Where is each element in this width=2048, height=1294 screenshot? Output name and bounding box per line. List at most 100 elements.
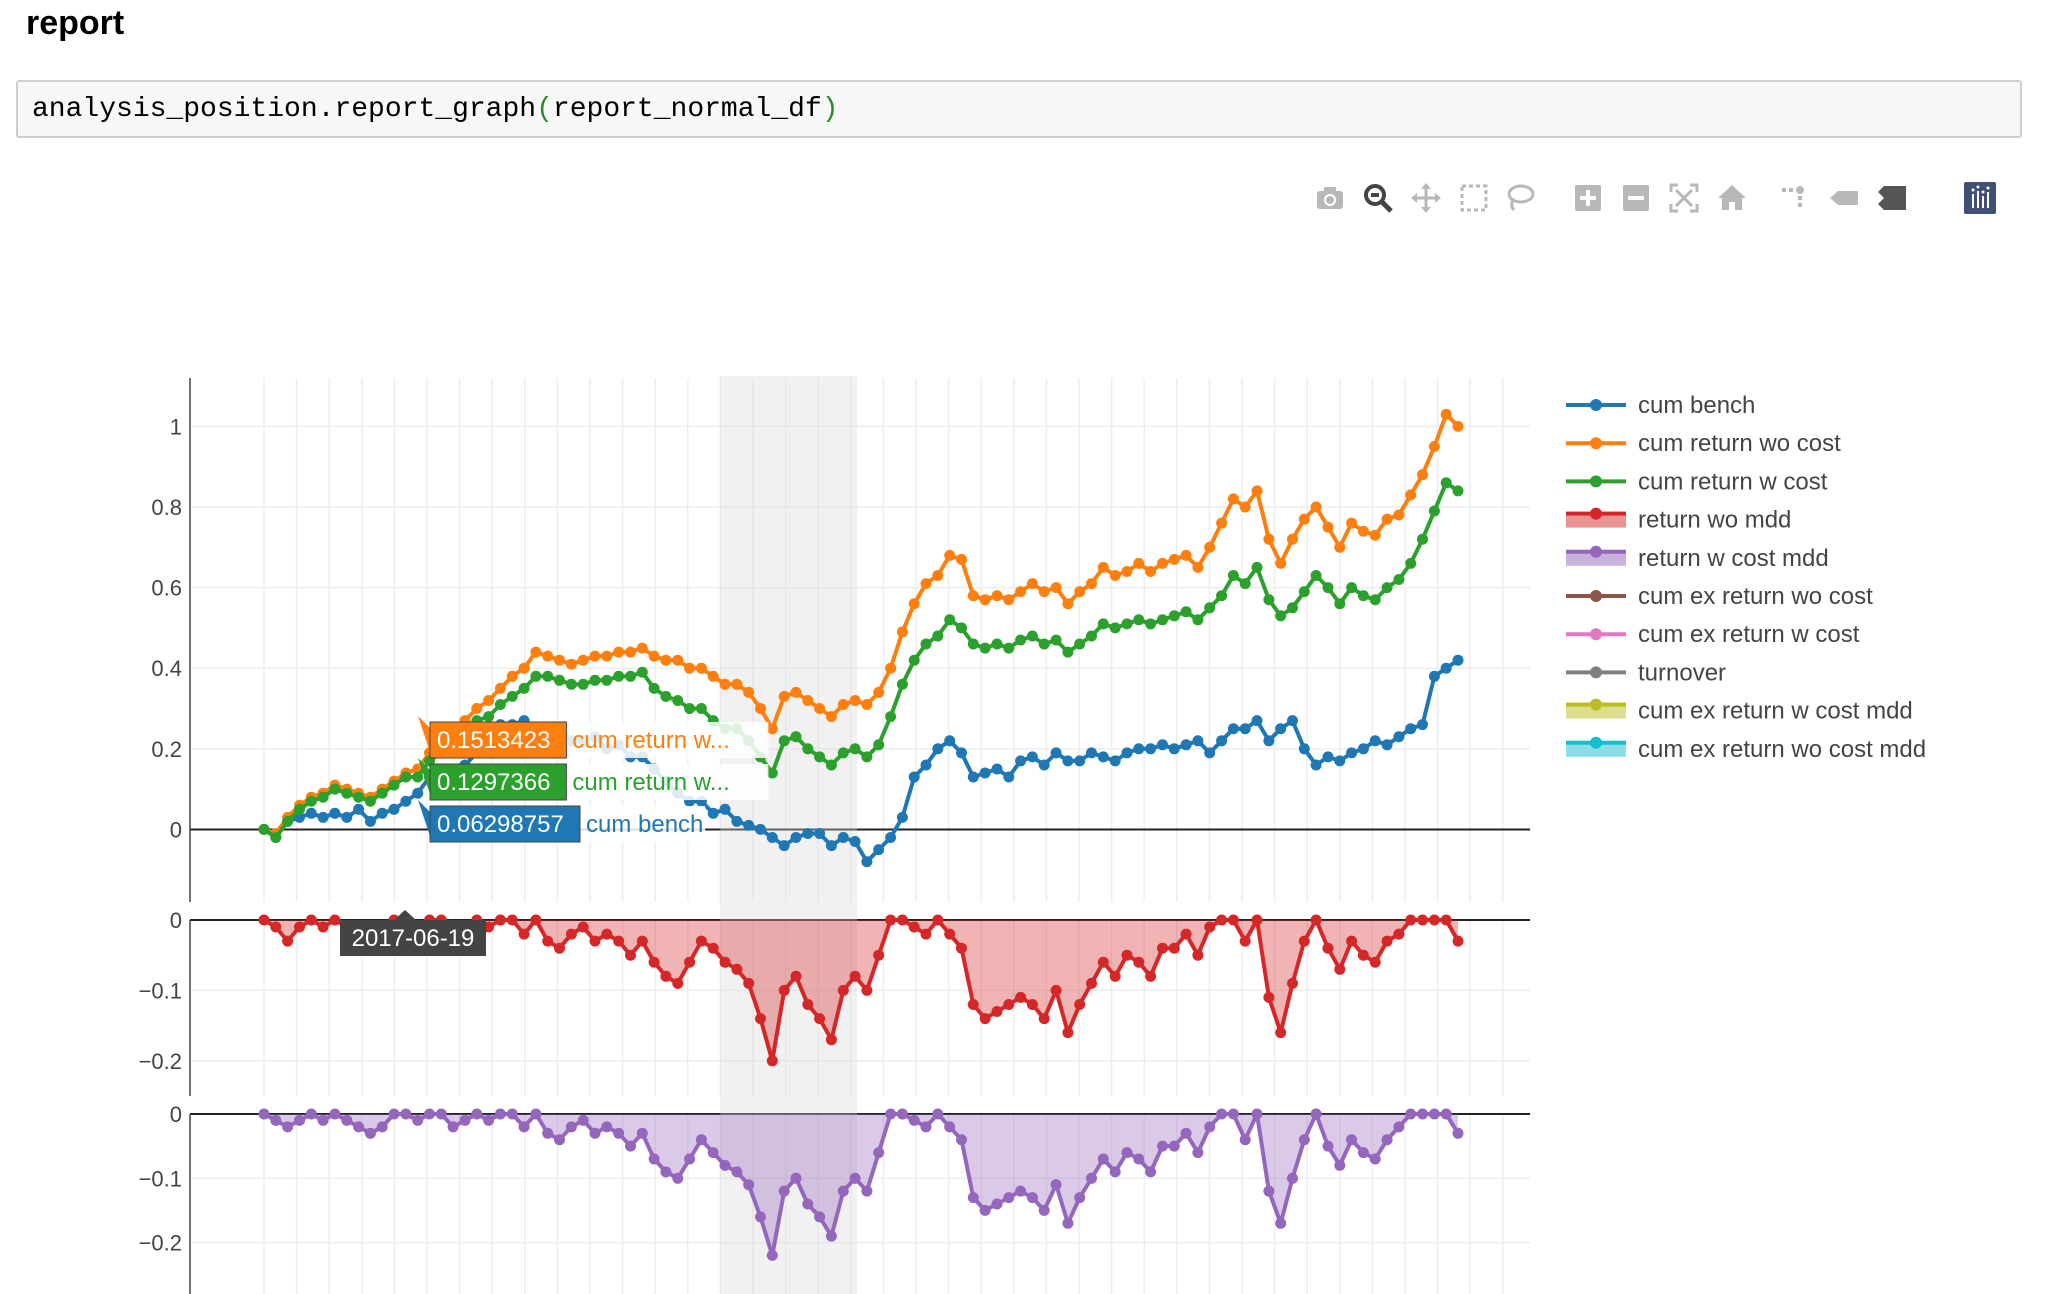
legend-label: cum ex return w cost	[1638, 621, 1860, 648]
data-point	[613, 1127, 625, 1139]
legend-item[interactable]: cum ex return w cost mdd	[1566, 698, 1913, 725]
data-point	[1038, 759, 1050, 771]
data-point	[270, 921, 282, 933]
data-point	[1275, 1217, 1287, 1229]
data-point	[660, 970, 672, 982]
data-point	[471, 703, 483, 714]
data-point	[837, 699, 849, 710]
data-point	[1003, 1192, 1015, 1204]
data-point	[1452, 420, 1464, 432]
legend[interactable]: cum bench cum return wo cost cum return w …	[1566, 392, 1926, 763]
legend-item[interactable]: cum bench	[1566, 392, 1755, 419]
legend-label: cum ex return wo cost	[1638, 583, 1873, 610]
data-point	[1239, 578, 1251, 590]
data-point	[944, 614, 956, 626]
legend-swatch-marker	[1590, 698, 1602, 711]
code-close-paren: )	[821, 94, 839, 125]
data-point	[1097, 956, 1109, 968]
legend-item[interactable]: return w cost mdd	[1566, 545, 1829, 572]
data-point	[932, 570, 944, 581]
legend-item[interactable]: cum ex return wo cost mdd	[1566, 736, 1926, 763]
data-point	[814, 1013, 826, 1025]
data-point	[660, 690, 672, 702]
data-point	[1405, 489, 1417, 501]
lasso-select-button[interactable]	[1500, 176, 1540, 220]
hover-label-pointer	[418, 758, 430, 794]
data-point	[1133, 956, 1145, 968]
download-plot-button[interactable]	[1310, 176, 1350, 220]
box-select-button[interactable]	[1454, 176, 1494, 220]
zoom-out-button[interactable]	[1616, 176, 1656, 220]
data-point	[778, 840, 790, 852]
data-point	[920, 638, 932, 650]
autoscale-button[interactable]	[1664, 176, 1704, 220]
data-point	[1357, 1147, 1369, 1159]
data-point	[1026, 751, 1038, 763]
data-point	[837, 1185, 849, 1197]
data-point	[1334, 541, 1346, 553]
data-point	[305, 1108, 317, 1120]
data-point	[1204, 1121, 1216, 1133]
data-point	[1145, 743, 1157, 755]
pan-button[interactable]	[1406, 176, 1446, 220]
data-point	[353, 1121, 365, 1133]
data-point	[577, 1114, 589, 1126]
legend-swatch-marker	[1590, 437, 1602, 450]
hover-label: 0.06298757 cum bench	[418, 800, 706, 843]
data-point	[270, 1114, 282, 1126]
data-point	[1393, 1121, 1405, 1133]
legend-item[interactable]: turnover	[1566, 659, 1726, 686]
series-return-w-cost-mdd[interactable]	[258, 1108, 1464, 1261]
data-point	[731, 815, 743, 827]
reset-axes-button[interactable]	[1712, 176, 1752, 220]
code-cell[interactable]: analysis_position.report_graph(report_no…	[16, 80, 2022, 138]
data-point	[1157, 614, 1168, 626]
hover-compare-button[interactable]	[1872, 176, 1912, 220]
data-point	[695, 703, 707, 714]
legend-item[interactable]: cum ex return wo cost	[1566, 583, 1873, 610]
zoom-button[interactable]	[1358, 176, 1398, 220]
data-point	[1015, 586, 1027, 598]
data-point	[589, 674, 601, 686]
data-point	[601, 650, 613, 662]
data-point	[1417, 719, 1428, 731]
data-point	[1334, 598, 1346, 610]
hover-tooltips: 0.1513423 cum return w... 0.1297366 cum ret…	[340, 716, 769, 956]
data-point	[849, 970, 861, 982]
data-point	[672, 1172, 684, 1184]
data-point	[1003, 771, 1015, 783]
zoom-in-button[interactable]	[1568, 176, 1608, 220]
data-point	[967, 1192, 979, 1204]
data-point	[956, 1134, 967, 1146]
hover-closest-button[interactable]	[1824, 176, 1864, 220]
data-point	[908, 771, 920, 783]
legend-item[interactable]: cum ex return w cost	[1566, 621, 1860, 648]
data-point	[766, 832, 778, 843]
plotly-logo-link[interactable]	[1960, 176, 2000, 220]
data-point	[967, 999, 979, 1010]
data-point	[1452, 485, 1464, 497]
data-point	[518, 682, 530, 694]
legend-item[interactable]: cum return wo cost	[1566, 430, 1841, 457]
legend-item[interactable]: cum return w cost	[1566, 468, 1828, 495]
legend-label: turnover	[1638, 659, 1726, 686]
y-tick-label: −0.1	[139, 1166, 182, 1191]
data-point	[979, 642, 991, 654]
hover-value-box	[429, 763, 567, 801]
data-point	[554, 1134, 565, 1146]
legend-item[interactable]: return wo mdd	[1566, 507, 1791, 534]
data-point	[873, 949, 885, 961]
data-point	[1157, 942, 1168, 954]
data-point	[412, 771, 424, 783]
data-point	[506, 670, 518, 682]
data-point	[837, 747, 849, 759]
data-point	[305, 807, 317, 819]
data-point	[1310, 1108, 1322, 1120]
data-point	[589, 935, 601, 947]
data-point	[648, 682, 660, 694]
spike-lines-button[interactable]	[1774, 176, 1814, 220]
data-point	[648, 1153, 660, 1165]
data-point	[825, 1230, 837, 1242]
data-point	[1381, 1134, 1393, 1146]
